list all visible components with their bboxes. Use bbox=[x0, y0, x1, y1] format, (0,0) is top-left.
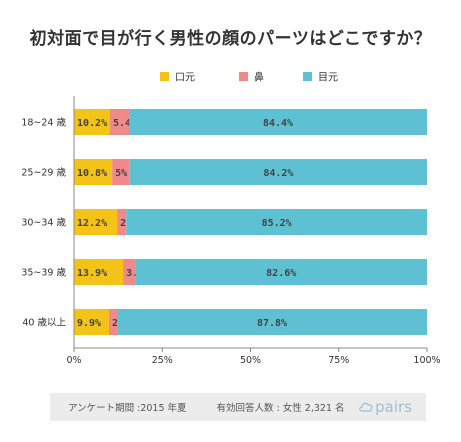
category-label: 40 歳以上 bbox=[22, 317, 66, 329]
legend-label: 目元 bbox=[318, 73, 338, 84]
logo-text: pairs bbox=[375, 398, 412, 416]
bar-segment bbox=[74, 109, 111, 135]
data-label: 10.8% bbox=[77, 168, 107, 179]
bar-segment bbox=[135, 259, 427, 285]
data-label: 12.2% bbox=[77, 218, 107, 229]
cloud-icon bbox=[359, 402, 373, 412]
category-label: 35~39 歳 bbox=[21, 267, 66, 279]
bar-segment bbox=[117, 209, 127, 235]
legend-label: 口元 bbox=[175, 73, 195, 84]
data-label: 9.9% bbox=[77, 318, 101, 329]
legend: 口元 鼻 目元 bbox=[160, 71, 338, 84]
x-tick-label: 75% bbox=[328, 355, 349, 366]
bar-segment bbox=[108, 309, 118, 335]
data-label: 10.2% bbox=[77, 118, 107, 129]
data-label: 85.2% bbox=[262, 218, 292, 229]
bar-segment bbox=[129, 109, 427, 135]
respondent-count: 有効回答人数 : 女性 2,321 名 bbox=[216, 403, 345, 414]
x-tick-label: 100% bbox=[413, 355, 440, 366]
data-label: 84.4% bbox=[263, 118, 293, 129]
data-label: 82.6% bbox=[266, 268, 296, 279]
bar-segment bbox=[126, 209, 427, 235]
bar-segment bbox=[110, 109, 130, 135]
legend-label: 鼻 bbox=[254, 71, 264, 84]
data-label: 87.8% bbox=[257, 318, 287, 329]
pairs-logo: pairs bbox=[359, 398, 412, 416]
bar-segment bbox=[74, 209, 118, 235]
bars: 18~24 歳 10.2% 5.4% 84.4% 25~29 歳 10.8% 5% 84.2%… bbox=[21, 109, 428, 335]
category-label: 30~34 歳 bbox=[21, 217, 66, 229]
x-axis: 0% 25% 50% 75% 100% bbox=[66, 96, 441, 366]
category-label: 18~24 歳 bbox=[21, 117, 66, 129]
bar-segment bbox=[129, 159, 428, 185]
legend-swatch bbox=[239, 72, 248, 81]
stacked-bar-chart: 口元 鼻 目元 18~24 歳 10.2% 5.4% 84.4% 25~29 歳 10.8% 5… bbox=[21, 71, 441, 367]
data-label: 13.9% bbox=[77, 268, 107, 279]
data-label: 84.2% bbox=[263, 168, 293, 179]
legend-swatch bbox=[160, 72, 169, 81]
bar-segment bbox=[112, 159, 130, 185]
data-label: 5.4% bbox=[113, 118, 137, 129]
bar-segment bbox=[74, 159, 113, 185]
x-tick-label: 0% bbox=[66, 355, 81, 366]
legend-swatch bbox=[303, 72, 312, 81]
chart-title: 初対面で目が行く男性の顔のパーツはどこですか？ bbox=[29, 29, 432, 49]
bar-segment bbox=[74, 259, 124, 285]
x-tick-label: 50% bbox=[240, 355, 261, 366]
data-label: 5% bbox=[115, 168, 127, 179]
x-tick-label: 25% bbox=[152, 355, 173, 366]
bar-segment bbox=[123, 259, 136, 285]
bar-segment bbox=[74, 309, 109, 335]
category-label: 25~29 歳 bbox=[21, 167, 66, 179]
bar-segment bbox=[117, 309, 427, 335]
footer: アンケート期間 :2015 年夏 有効回答人数 : 女性 2,321 名 pai… bbox=[50, 393, 426, 421]
survey-period: アンケート期間 :2015 年夏 bbox=[68, 403, 187, 414]
